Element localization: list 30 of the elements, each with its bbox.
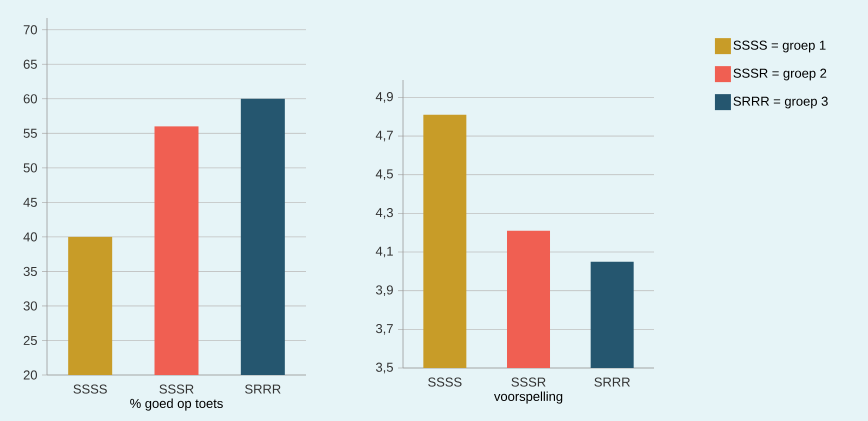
y-tick-label: 30 (24, 301, 37, 311)
y-tick-label: 3,9 (376, 285, 393, 296)
y-tick-label: 60 (24, 94, 37, 104)
y-tick-label: 65 (24, 60, 37, 69)
y-tick-label: 4,7 (376, 130, 393, 142)
y-tick-label: 25 (24, 336, 37, 346)
y-tick-label: 40 (23, 232, 37, 242)
y-tick-label: 4,3 (376, 208, 393, 219)
x-tick-label: SSSS (73, 384, 107, 394)
y-tick-label: 20 (24, 370, 37, 380)
y-tick-label: 4,9 (376, 92, 393, 103)
legend-label: SRRR = groep 3 (734, 96, 828, 108)
y-tick-label: 50 (24, 163, 37, 172)
legend-label: SSSS = groep 1 (734, 40, 826, 52)
y-tick-label: 4,5 (376, 169, 393, 180)
legend-label: SSSR = groep 2 (734, 68, 826, 80)
x-tick-label: SRRR (245, 384, 281, 394)
y-tick-label: 35 (24, 266, 37, 276)
x-tick-label: SRRR (594, 378, 630, 387)
y-tick-label: 55 (24, 128, 37, 138)
y-tick-label: 45 (23, 198, 37, 207)
x-tick-label: SSSS (428, 378, 462, 387)
y-tick-label: 4,1 (376, 246, 393, 258)
y-tick-label: 70 (24, 25, 37, 34)
x-tick-label: SSSR (511, 378, 546, 387)
y-tick-label: 3,5 (376, 362, 393, 374)
x-axis-title: voorspelling (494, 392, 562, 404)
x-axis-title: % goed op toets (130, 398, 223, 411)
y-tick-label: 3,7 (376, 324, 393, 335)
x-tick-label: SSSR (159, 384, 194, 394)
